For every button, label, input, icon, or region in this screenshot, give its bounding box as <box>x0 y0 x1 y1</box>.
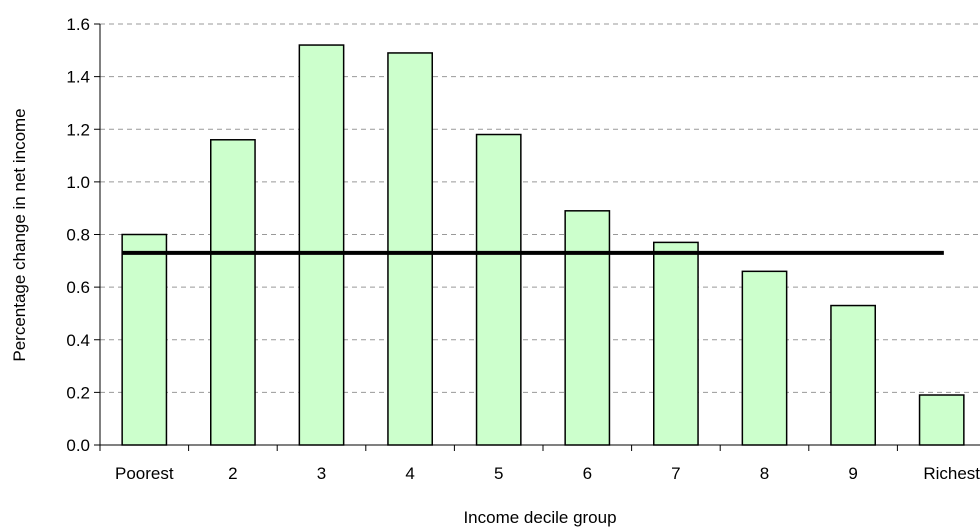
y-tick-label: 1.2 <box>66 120 90 139</box>
x-ticks: Poorest 2 3 4 5 6 7 8 9 Richest <box>99 445 980 483</box>
bar-2 <box>210 139 256 446</box>
bar-1 <box>121 233 168 446</box>
x-tick-label: 2 <box>228 464 237 483</box>
y-ticks: 0.0 0.2 0.4 0.6 0.8 1.0 1.2 1.4 1.6 <box>66 15 100 455</box>
x-tick-label: 5 <box>494 464 503 483</box>
y-axis-title: Percentage change in net income <box>10 108 29 361</box>
bar-4 <box>387 52 434 446</box>
x-tick-label: 9 <box>848 464 857 483</box>
y-tick-label: 0.4 <box>66 331 90 350</box>
y-tick-label: 0.8 <box>66 226 90 245</box>
bar-9 <box>830 304 877 446</box>
x-axis-title: Income decile group <box>463 508 616 527</box>
y-tick-label: 1.6 <box>66 15 90 34</box>
bar-8 <box>741 270 788 446</box>
y-tick-label: 0.6 <box>66 278 90 297</box>
y-tick-label: 0.2 <box>66 383 90 402</box>
x-tick-label: 3 <box>317 464 326 483</box>
y-tick-label: 1.4 <box>66 68 90 87</box>
bar-10 <box>918 394 965 446</box>
bar-7 <box>653 241 699 446</box>
x-tick-label: 4 <box>405 464 414 483</box>
x-tick-label: 7 <box>671 464 680 483</box>
y-tick-label: 1.0 <box>66 173 90 192</box>
x-tick-label: 6 <box>583 464 592 483</box>
x-tick-label: Poorest <box>115 464 174 483</box>
bars <box>121 44 965 446</box>
x-tick-label: Richest <box>923 464 980 483</box>
x-tick-label: 8 <box>760 464 769 483</box>
bar-6 <box>564 210 611 446</box>
y-tick-label: 0.0 <box>66 436 90 455</box>
bar-5 <box>475 133 522 446</box>
bar-3 <box>298 44 345 446</box>
